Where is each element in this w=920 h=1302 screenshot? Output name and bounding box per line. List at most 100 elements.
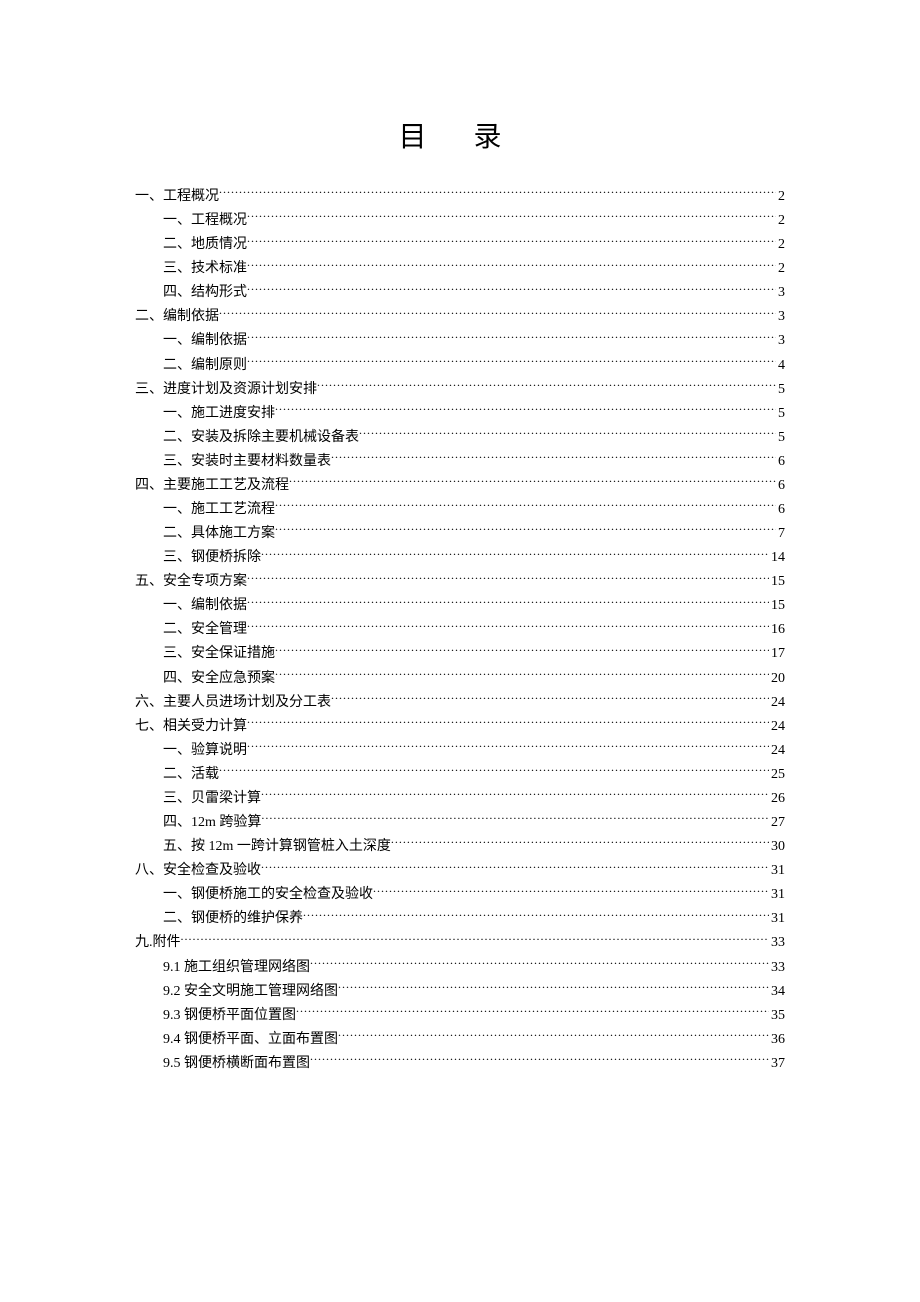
toc-page-number: 17 xyxy=(769,642,785,666)
toc-label: 一、工程概况 xyxy=(163,209,247,233)
toc-page-number: 30 xyxy=(769,835,785,859)
toc-page-number: 31 xyxy=(769,859,785,883)
toc-entry: 一、编制依据3 xyxy=(135,329,785,353)
toc-leader-dots xyxy=(181,932,770,946)
toc-page-number: 6 xyxy=(776,498,785,522)
toc-entry: 二、活载 25 xyxy=(135,763,785,787)
toc-label: 一、验算说明 xyxy=(163,739,247,763)
toc-label: 四、安全应急预案 xyxy=(163,667,275,691)
toc-entry: 二、具体施工方案7 xyxy=(135,522,785,546)
toc-entry: 四、主要施工工艺及流程 6 xyxy=(135,474,785,498)
toc-entry: 一、工程概况 2 xyxy=(135,209,785,233)
toc-label: 二、具体施工方案 xyxy=(163,522,275,546)
toc-leader-dots xyxy=(261,860,769,874)
toc-label: 9.4 钢便桥平面、立面布置图 xyxy=(163,1028,338,1052)
toc-entry: 一、钢便桥施工的安全检查及验收31 xyxy=(135,883,785,907)
toc-page-number: 5 xyxy=(776,402,785,426)
toc-label: 一、编制依据 xyxy=(163,594,247,618)
toc-page-number: 25 xyxy=(769,763,785,787)
toc-label: 三、贝雷梁计算 xyxy=(163,787,261,811)
toc-leader-dots xyxy=(338,981,769,995)
toc-label: 一、工程概况 xyxy=(135,185,219,209)
toc-page-number: 33 xyxy=(769,956,785,980)
toc-label: 五、按 12m 一跨计算钢管桩入土深度 xyxy=(163,835,391,859)
toc-leader-dots xyxy=(359,427,776,441)
toc-leader-dots xyxy=(247,210,776,224)
toc-label: 三、进度计划及资源计划安排 xyxy=(135,378,317,402)
toc-entry: 五、按 12m 一跨计算钢管桩入土深度 30 xyxy=(135,835,785,859)
toc-page-number: 26 xyxy=(769,787,785,811)
toc-page-number: 24 xyxy=(769,715,785,739)
toc-leader-dots xyxy=(247,740,769,754)
toc-entry: 七、相关受力计算 24 xyxy=(135,715,785,739)
toc-leader-dots xyxy=(261,788,769,802)
toc-label: 四、主要施工工艺及流程 xyxy=(135,474,289,498)
toc-leader-dots xyxy=(219,306,776,320)
toc-leader-dots xyxy=(331,692,769,706)
toc-entry: 一、验算说明24 xyxy=(135,739,785,763)
toc-entry: 9.2 安全文明施工管理网络图34 xyxy=(135,980,785,1004)
toc-label: 二、安全管理 xyxy=(163,618,247,642)
toc-leader-dots xyxy=(247,619,769,633)
toc-label: 三、安装时主要材料数量表 xyxy=(163,450,331,474)
toc-entry: 二、钢便桥的维护保养31 xyxy=(135,907,785,931)
toc-entry: 一、施工进度安排 5 xyxy=(135,402,785,426)
toc-label: 一、施工进度安排 xyxy=(163,402,275,426)
toc-label: 三、安全保证措施 xyxy=(163,642,275,666)
toc-page-number: 2 xyxy=(776,209,785,233)
toc-leader-dots xyxy=(310,1053,769,1067)
toc-page-number: 16 xyxy=(769,618,785,642)
toc-leader-dots xyxy=(296,1005,769,1019)
toc-page-number: 35 xyxy=(769,1004,785,1028)
toc-label: 七、相关受力计算 xyxy=(135,715,247,739)
toc-page-number: 20 xyxy=(769,667,785,691)
toc-leader-dots xyxy=(289,475,776,489)
toc-page-number: 2 xyxy=(776,185,785,209)
toc-entry: 二、安装及拆除主要机械设备表5 xyxy=(135,426,785,450)
toc-page-number: 27 xyxy=(769,811,785,835)
toc-entry: 四、结构形式3 xyxy=(135,281,785,305)
toc-leader-dots xyxy=(247,595,769,609)
toc-leader-dots xyxy=(219,764,769,778)
toc-label: 四、12m 跨验算 xyxy=(163,811,261,835)
toc-entry: 二、地质情况 2 xyxy=(135,233,785,257)
toc-label: 五、安全专项方案 xyxy=(135,570,247,594)
toc-entry: 一、工程概况 2 xyxy=(135,185,785,209)
toc-leader-dots xyxy=(275,403,776,417)
toc-page-number: 2 xyxy=(776,233,785,257)
toc-entry: 9.4 钢便桥平面、立面布置图36 xyxy=(135,1028,785,1052)
toc-label: 三、技术标准 xyxy=(163,257,247,281)
toc-page-number: 31 xyxy=(769,907,785,931)
toc-label: 八、安全检查及验收 xyxy=(135,859,261,883)
toc-label: 一、施工工艺流程 xyxy=(163,498,275,522)
toc-label: 二、编制依据 xyxy=(135,305,219,329)
toc-entry: 三、贝雷梁计算 26 xyxy=(135,787,785,811)
toc-entry: 二、编制原则4 xyxy=(135,354,785,378)
toc-page-number: 5 xyxy=(776,426,785,450)
toc-label: 三、钢便桥拆除 xyxy=(163,546,261,570)
toc-entry: 9.1 施工组织管理网络图 33 xyxy=(135,956,785,980)
toc-leader-dots xyxy=(391,836,769,850)
toc-label: 二、地质情况 xyxy=(163,233,247,257)
toc-label: 9.1 施工组织管理网络图 xyxy=(163,956,310,980)
toc-leader-dots xyxy=(247,571,769,585)
toc-page-number: 15 xyxy=(769,594,785,618)
toc-page-number: 6 xyxy=(776,474,785,498)
page-title: 目 录 xyxy=(135,115,785,155)
toc-leader-dots xyxy=(247,716,769,730)
toc-leader-dots xyxy=(303,908,769,922)
toc-label: 9.3 钢便桥平面位置图 xyxy=(163,1004,296,1028)
toc-entry: 9.3 钢便桥平面位置图 35 xyxy=(135,1004,785,1028)
toc-entry: 三、安全保证措施 17 xyxy=(135,642,785,666)
toc-entry: 八、安全检查及验收 31 xyxy=(135,859,785,883)
toc-page-number: 4 xyxy=(776,354,785,378)
toc-entry: 四、12m 跨验算 27 xyxy=(135,811,785,835)
toc-leader-dots xyxy=(317,379,776,393)
toc-label: 四、结构形式 xyxy=(163,281,247,305)
toc-label: 二、活载 xyxy=(163,763,219,787)
toc-leader-dots xyxy=(275,643,769,657)
toc-leader-dots xyxy=(219,186,776,200)
toc-entry: 六、主要人员进场计划及分工表24 xyxy=(135,691,785,715)
toc-entry: 四、安全应急预案 20 xyxy=(135,667,785,691)
toc-page-number: 3 xyxy=(776,329,785,353)
